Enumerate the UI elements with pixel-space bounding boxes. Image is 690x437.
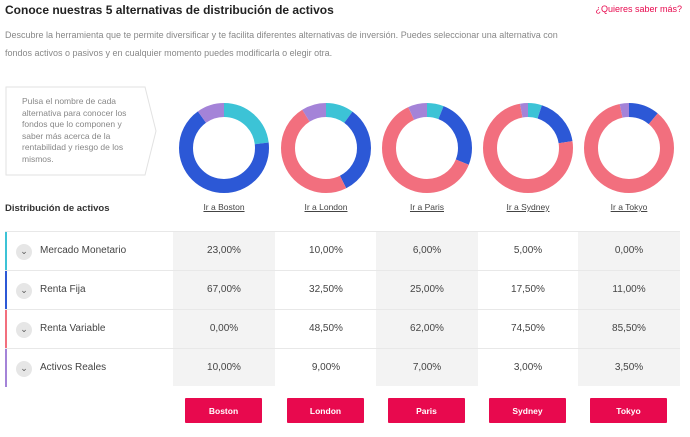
row-label: Mercado Monetario xyxy=(40,245,127,256)
donut-segment xyxy=(281,103,371,193)
chevron-down-icon[interactable]: ⌄ xyxy=(16,361,32,377)
cell-value: 32,50% xyxy=(309,284,343,295)
donut-segment xyxy=(179,103,269,193)
donut-chart-paris xyxy=(382,103,472,193)
row-label: Renta Fija xyxy=(40,284,86,295)
cell-value: 74,50% xyxy=(511,323,545,334)
sydney-button[interactable]: Sydney xyxy=(489,398,566,423)
cell-value: 3,00% xyxy=(513,362,543,373)
donut-segment xyxy=(382,103,472,193)
table-row[interactable]: ⌄ Renta Variable 0,00% 48,50% 62,00% 74,50% 8… xyxy=(5,309,680,348)
donut-segment xyxy=(382,103,472,193)
column-shade xyxy=(173,231,275,386)
cell-value: 5,00% xyxy=(513,245,543,256)
donut-segment xyxy=(483,103,573,193)
table-row[interactable]: ⌄ Activos Reales 10,00% 9,00% 7,00% 3,00% 3,5… xyxy=(5,348,680,387)
donut-segment xyxy=(584,103,674,193)
donut-segment xyxy=(179,103,269,193)
column-shade xyxy=(578,231,680,386)
cell-value: 9,00% xyxy=(311,362,341,373)
cell-value: 0,00% xyxy=(209,323,239,334)
cell-value: 17,50% xyxy=(511,284,545,295)
go-to-paris-link[interactable]: Ir a Paris xyxy=(409,202,444,212)
go-to-boston-link[interactable]: Ir a Boston xyxy=(203,202,245,212)
donut-segment xyxy=(281,103,371,193)
more-info-link[interactable]: ¿Quieres saber más? xyxy=(595,4,682,14)
row-color-bar xyxy=(5,349,7,387)
column-shade xyxy=(376,231,478,386)
hint-box: Pulsa el nombre de cada alternativa para… xyxy=(5,86,157,176)
london-button[interactable]: London xyxy=(287,398,364,423)
go-to-tokyo-link[interactable]: Ir a Tokyo xyxy=(610,202,648,212)
donut-chart-sydney xyxy=(483,103,573,193)
cell-value: 0,00% xyxy=(614,245,644,256)
donut-segment xyxy=(382,103,472,193)
row-color-bar xyxy=(5,271,7,309)
donut-chart-london xyxy=(281,103,371,193)
chevron-down-icon[interactable]: ⌄ xyxy=(16,322,32,338)
cell-value: 48,50% xyxy=(309,323,343,334)
table-row[interactable]: ⌄ Renta Fija 67,00% 32,50% 25,00% 17,50% 11,0… xyxy=(5,270,680,309)
description: Descubre la herramienta que te permite d… xyxy=(5,30,558,58)
chevron-down-icon[interactable]: ⌄ xyxy=(16,244,32,260)
donut-chart-boston xyxy=(179,103,269,193)
cell-value: 23,00% xyxy=(207,245,241,256)
row-color-bar xyxy=(5,232,7,270)
donut-segment xyxy=(281,103,371,193)
donut-segment xyxy=(483,103,573,193)
cell-value: 85,50% xyxy=(612,323,646,334)
table-row[interactable]: ⌄ Mercado Monetario 23,00% 10,00% 6,00% 5,00… xyxy=(5,231,680,270)
donut-chart-tokyo xyxy=(584,103,674,193)
paris-button[interactable]: Paris xyxy=(388,398,465,423)
cell-value: 10,00% xyxy=(309,245,343,256)
chevron-down-icon[interactable]: ⌄ xyxy=(16,283,32,299)
hint-text: Pulsa el nombre de cada alternativa para… xyxy=(22,96,127,164)
cell-value: 7,00% xyxy=(412,362,442,373)
row-color-bar xyxy=(5,310,7,348)
row-label: Renta Variable xyxy=(40,323,106,334)
cell-value: 3,50% xyxy=(614,362,644,373)
cell-value: 6,00% xyxy=(412,245,442,256)
cell-value: 11,00% xyxy=(612,284,646,295)
go-to-sydney-link[interactable]: Ir a Sydney xyxy=(506,202,550,212)
page-title: Conoce nuestras 5 alternativas de distri… xyxy=(5,3,334,17)
cell-value: 10,00% xyxy=(207,362,241,373)
distribution-heading: Distribución de activos xyxy=(5,203,110,214)
cell-value: 67,00% xyxy=(207,284,241,295)
go-to-london-link[interactable]: Ir a London xyxy=(304,202,348,212)
cell-value: 25,00% xyxy=(410,284,444,295)
row-label: Activos Reales xyxy=(40,362,107,373)
cell-value: 62,00% xyxy=(410,323,444,334)
donut-segment xyxy=(584,103,674,193)
boston-button[interactable]: Boston xyxy=(185,398,262,423)
tokyo-button[interactable]: Tokyo xyxy=(590,398,667,423)
